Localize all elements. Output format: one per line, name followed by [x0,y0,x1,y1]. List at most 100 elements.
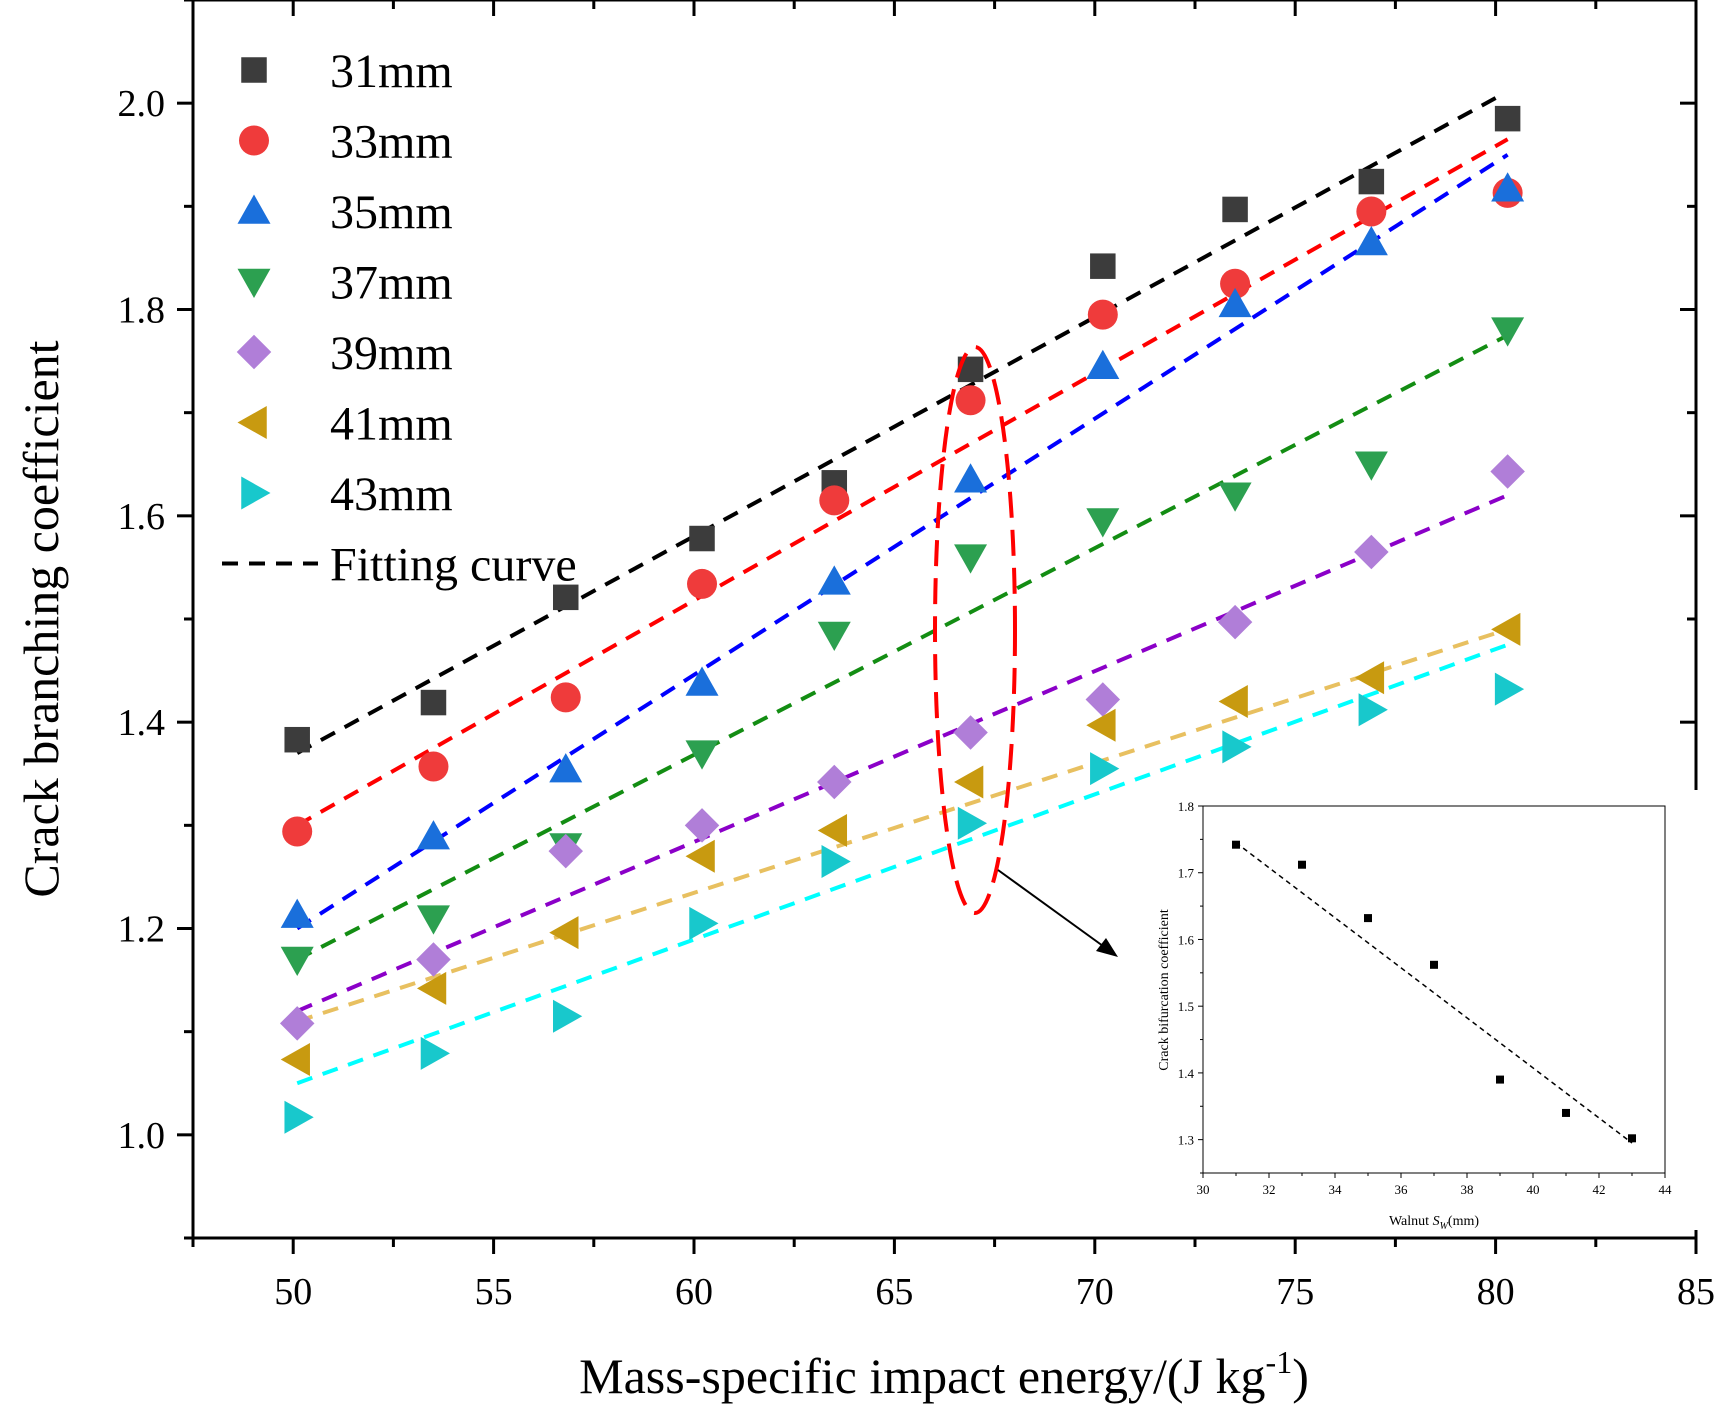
fit-line-35mm [296,153,1509,931]
legend-label-43mm: 43mm [330,468,453,521]
data-point-41mm [817,813,848,847]
data-point-35mm [280,898,314,928]
inset-x-title-end: (mm) [1448,1214,1479,1229]
data-point-35mm [549,753,583,783]
inset-data-point [1562,1108,1570,1117]
data-point-31mm [1222,196,1248,223]
legend-marker-31mm [241,57,267,83]
data-point-41mm [416,971,447,1005]
legend-label-33mm: 33mm [330,116,453,169]
data-point-35mm [1354,225,1388,256]
legend-fitting-curve-label: Fitting curve [330,539,577,592]
inset-y-tick-labels: 1.3 1.4 1.5 1.6 1.7 1.8 [1178,799,1195,1148]
axis-ticks [177,0,1698,1254]
x-tick-label: 65 [875,1271,913,1313]
data-point-39mm [684,808,720,843]
data-point-43mm [689,906,719,940]
legend-label-41mm: 41mm [330,398,453,451]
inset-x-tick-label: 36 [1395,1182,1409,1197]
x-tick-label: 75 [1276,1271,1314,1313]
y-axis-title: Crack branching coefficient [13,340,69,897]
x-tick-label: 80 [1477,1271,1515,1313]
callout-arrow [997,869,1118,957]
data-point-33mm [550,682,581,713]
legend-marker-33mm [239,125,269,156]
data-point-39mm [817,764,852,800]
y-tick-labels: 1.0 1.2 1.4 1.6 1.8 2.0 [118,83,166,1157]
data-point-39mm [1490,454,1525,489]
inset-fit-line [1235,842,1633,1144]
highlight-ellipse [933,345,1017,915]
fit-line-41mm [296,627,1509,1024]
callout-arrow-line [997,869,1104,947]
fit-line-31mm [296,96,1497,755]
y-tick-label: 2.0 [118,83,166,125]
data-point-37mm [1218,482,1252,512]
inset-x-tick-labels: 30 32 34 36 38 40 42 44 [1197,1182,1673,1197]
legend-marker-41mm [237,406,267,439]
legend-label-35mm: 35mm [330,186,453,239]
data-point-35mm [685,666,719,696]
data-point-33mm [1356,196,1387,227]
data-point-37mm [954,544,988,574]
inset-y-tick-label: 1.5 [1178,999,1194,1014]
inset-y-tick-label: 1.3 [1178,1133,1194,1148]
fit-line-33mm [296,137,1509,828]
inset-data-point [1628,1134,1636,1143]
x-tick-labels: 50 55 60 65 70 75 80 85 [274,1271,1715,1313]
data-point-33mm [418,751,449,782]
legend: 31mm 33mm 35mm 37mm 39mm 41mm 43mm Fitting curv… [222,45,577,592]
x-tick-label: 60 [675,1271,713,1313]
data-point-39mm [279,1006,315,1041]
x-axis-title: Mass-specific impact energy/(J kg-1) [579,1344,1309,1404]
data-point-33mm [955,385,986,416]
inset-data-point [1430,960,1438,969]
y-tick-label: 1.4 [118,702,166,744]
fit-lines [296,96,1509,1086]
data-point-37mm [416,905,450,935]
inset-x-tick-label: 34 [1329,1182,1343,1197]
inset-x-title-sub: W [1440,1221,1450,1232]
data-point-41mm [549,916,579,950]
data-point-41mm [280,1043,310,1077]
y-tick-label: 1.2 [118,909,166,951]
data-point-35mm [954,463,988,493]
data-point-37mm [1354,451,1388,481]
inset-x-tick-label: 44 [1659,1182,1673,1197]
x-axis-title-main: Mass-specific impact energy/(J kg [579,1348,1265,1404]
inset-y-tick-label: 1.4 [1178,1066,1195,1081]
data-point-33mm [282,816,313,847]
data-point-37mm [685,740,719,770]
inset-data-point [1496,1075,1504,1084]
data-point-31mm [420,689,447,716]
data-point-43mm [552,999,583,1033]
data-point-41mm [954,765,984,799]
inset-x-title-s: S [1433,1214,1440,1229]
fit-line-37mm [296,333,1509,962]
data-point-43mm [1494,672,1525,706]
inset-x-tick-label: 30 [1197,1182,1210,1197]
inset-fit-segment [1235,842,1633,1144]
callout-arrow-head [1096,938,1118,957]
inset-ticks [1198,805,1666,1178]
data-point-43mm [1222,730,1252,764]
data-point-35mm [1086,349,1120,379]
y-tick-label: 1.8 [118,290,166,332]
data-point-39mm [1217,604,1253,640]
data-markers [279,105,1525,1134]
data-point-37mm [1491,317,1525,347]
legend-marker-35mm [237,194,271,224]
inset-chart: 30 32 34 36 38 40 42 44 1.3 1.4 1.5 1.6 1.7 1.8 Waln… [1157,790,1708,1232]
data-point-39mm [548,833,583,869]
inset-x-tick-label: 38 [1461,1182,1474,1197]
x-tick-label: 70 [1076,1271,1114,1313]
legend-label-37mm: 37mm [330,257,453,310]
data-point-33mm [1220,268,1251,299]
x-tick-label: 50 [274,1271,312,1313]
data-point-35mm [416,820,450,850]
data-point-39mm [416,942,451,977]
data-point-33mm [687,568,718,599]
data-point-35mm [1218,287,1252,318]
data-point-43mm [1090,752,1120,786]
